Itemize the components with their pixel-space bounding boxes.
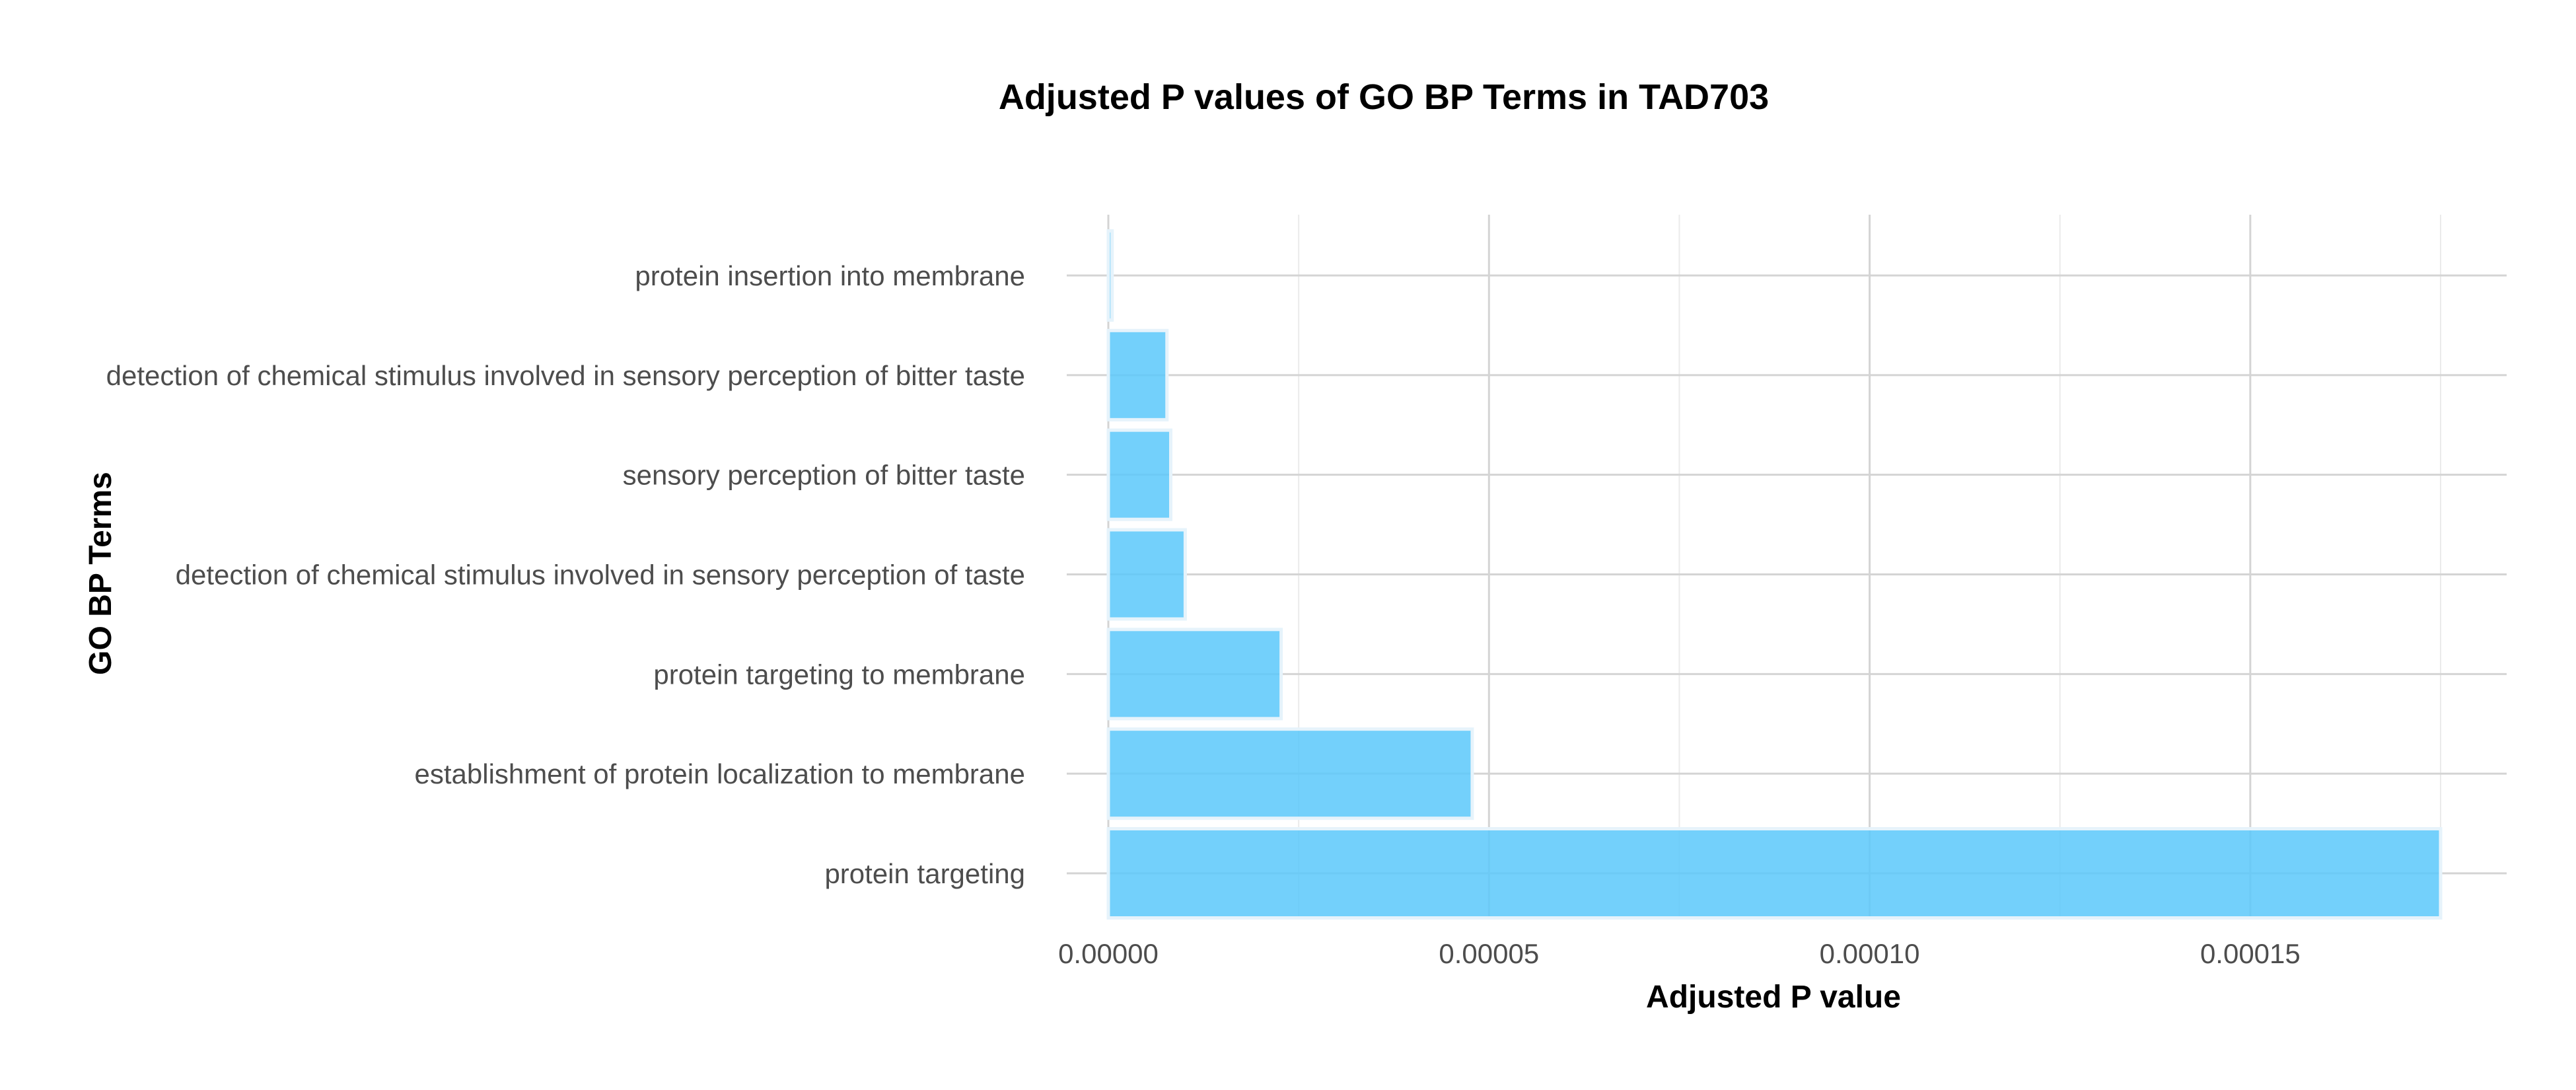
x-tick-label: 0.00005: [1439, 938, 1539, 969]
chart-title: Adjusted P values of GO BP Terms in TAD7…: [999, 77, 1769, 117]
y-category-label: detection of chemical stimulus involved …: [176, 560, 1025, 591]
y-category-label: protein targeting to membrane: [653, 659, 1025, 690]
x-tick-label: 0.00010: [1820, 938, 1920, 969]
y-category-label: sensory perception of bitter taste: [623, 460, 1025, 491]
y-category-labels: protein insertion into membrane detection…: [106, 260, 1025, 889]
x-tick-label: 0.00015: [2200, 938, 2301, 969]
x-tick-label: 0.00000: [1058, 938, 1159, 969]
x-tick-labels: 0.00000 0.00005 0.00010 0.00015: [1058, 938, 2301, 969]
x-axis-title: Adjusted P value: [1646, 980, 1901, 1015]
bar: [1106, 727, 1474, 820]
y-category-label: establishment of protein localization to…: [415, 758, 1026, 789]
bar: [1106, 428, 1173, 521]
bar: [1106, 628, 1283, 721]
bar: [1106, 528, 1187, 621]
bar: [1106, 827, 2443, 920]
bars: [1106, 229, 2443, 920]
y-axis-title: GO BP Terms: [83, 472, 118, 675]
y-category-label: protein insertion into membrane: [635, 260, 1025, 291]
bar: [1106, 229, 1114, 322]
y-category-label: detection of chemical stimulus involved …: [106, 360, 1025, 391]
y-category-label: protein targeting: [824, 858, 1025, 889]
bar: [1106, 328, 1169, 421]
